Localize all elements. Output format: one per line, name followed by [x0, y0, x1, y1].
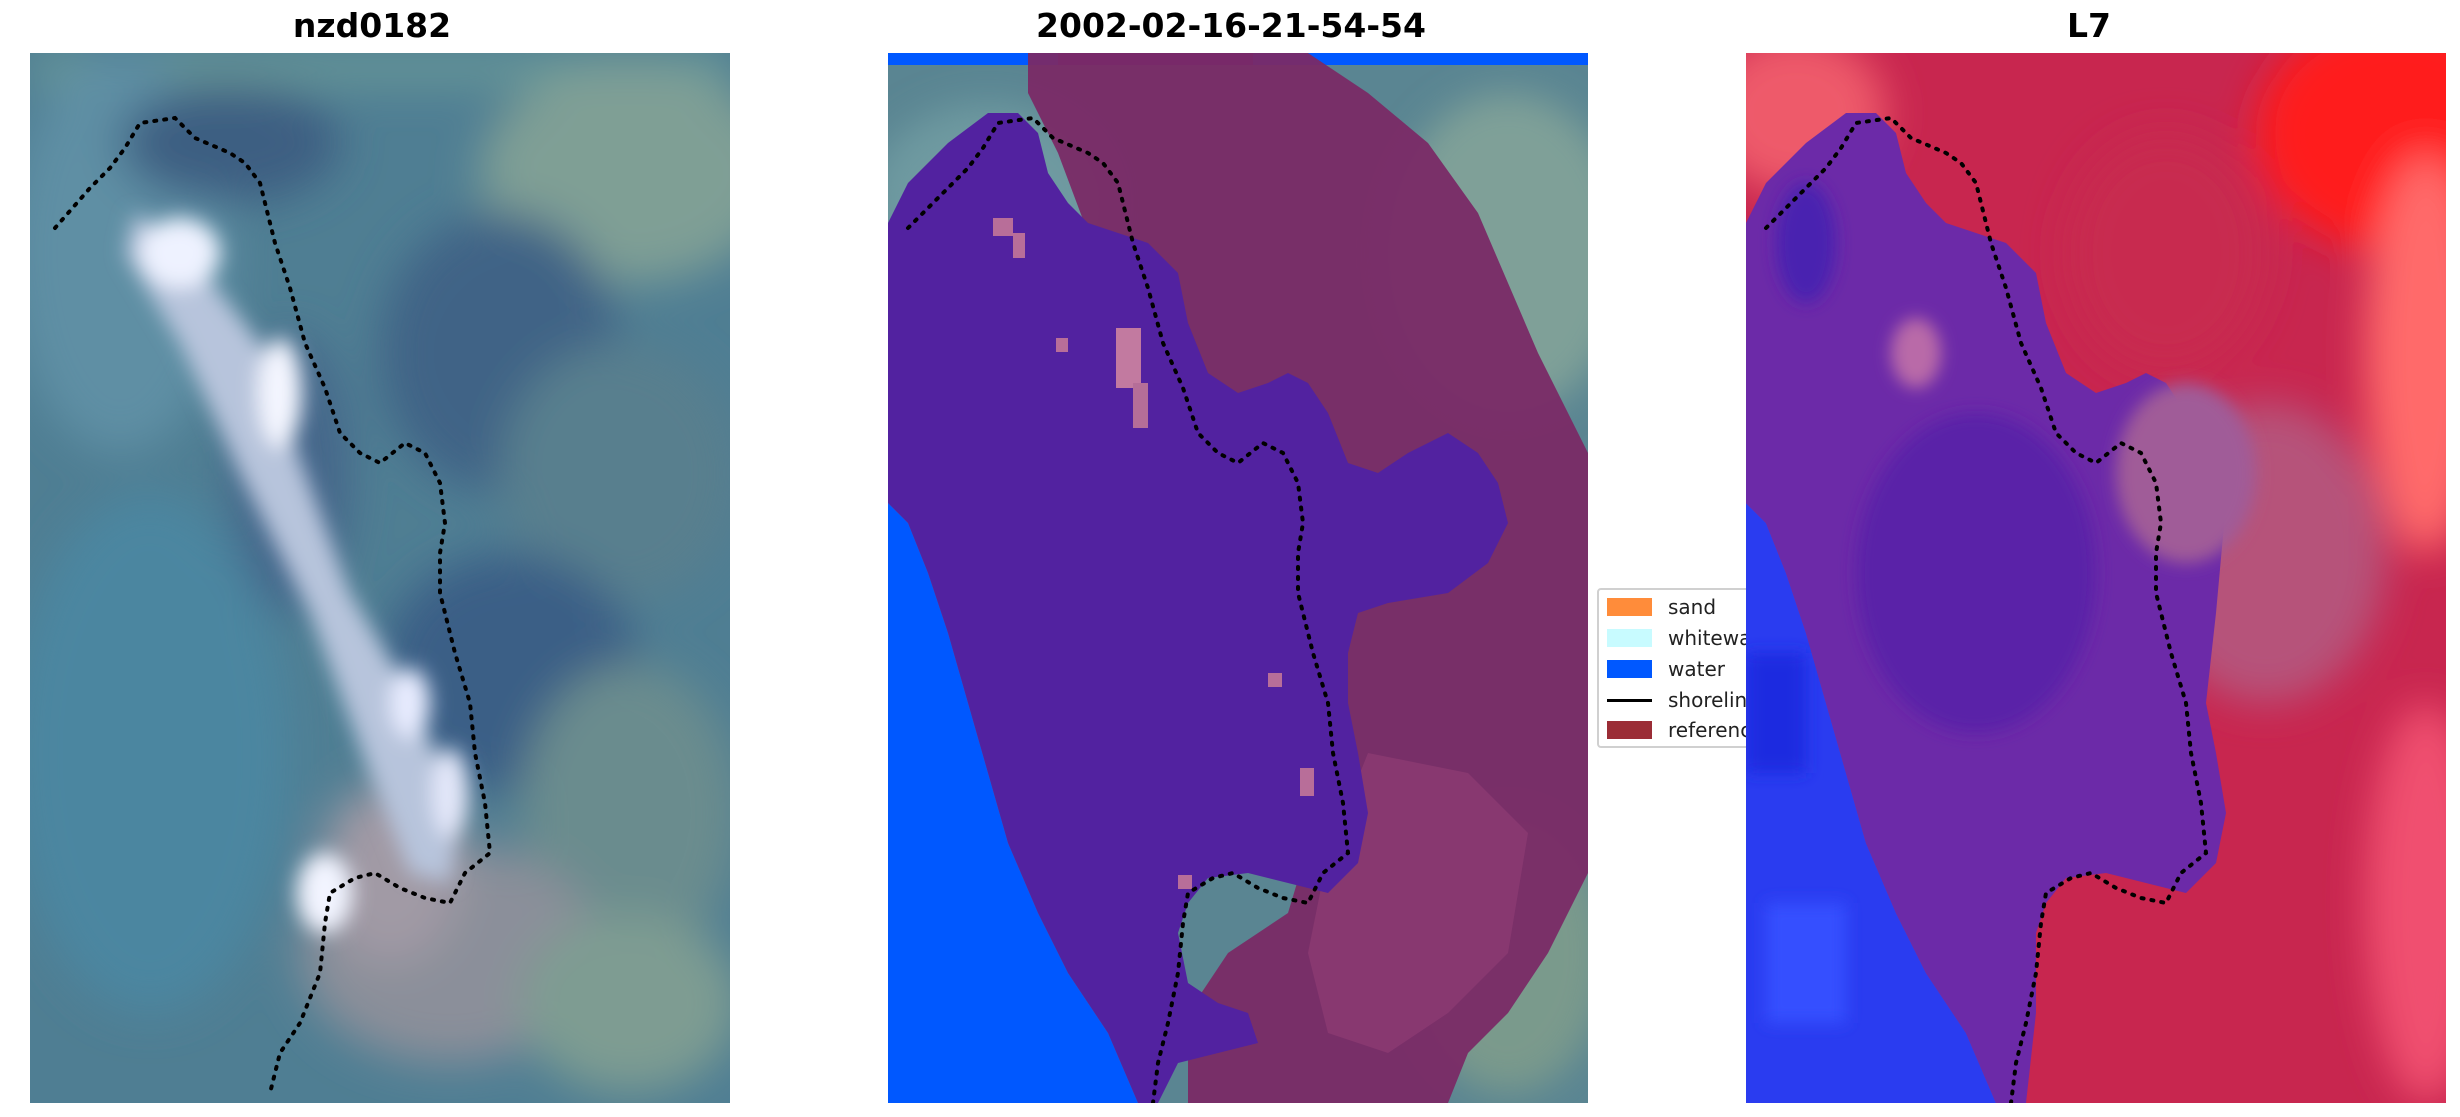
panel-title-classification: 2002-02-16-21-54-54	[1036, 6, 1426, 45]
legend-item-sand: sand	[1607, 594, 1716, 620]
legend: sand whitewater water shoreline referenc…	[1597, 588, 1756, 748]
shoreline-classification	[906, 115, 1351, 1103]
legend-item-water: water	[1607, 656, 1725, 682]
shoreline-index	[1764, 115, 2209, 1103]
legend-label-sand: sand	[1668, 595, 1717, 619]
legend-label-water: water	[1668, 657, 1725, 681]
rgb-satellite-image	[30, 53, 730, 1103]
legend-swatch-water	[1607, 660, 1652, 678]
legend-item-reference: reference	[1607, 717, 1756, 743]
panel-title-index: L7	[2067, 6, 2111, 45]
legend-swatch-sand	[1607, 598, 1652, 616]
shoreline-rgb	[53, 115, 493, 1095]
panel-title-rgb: nzd0182	[292, 6, 452, 45]
classification-image	[888, 53, 1588, 1103]
legend-swatch-reference	[1607, 721, 1652, 739]
legend-label-reference: reference	[1668, 718, 1756, 742]
legend-line-shoreline	[1607, 698, 1652, 702]
legend-label-shoreline: shoreline	[1668, 688, 1756, 712]
legend-item-shoreline: shoreline	[1607, 687, 1756, 713]
index-image	[1746, 53, 2446, 1103]
legend-item-whitewater: whitewater	[1607, 625, 1754, 651]
legend-label-whitewater: whitewater	[1668, 626, 1754, 650]
legend-swatch-whitewater	[1607, 629, 1652, 647]
